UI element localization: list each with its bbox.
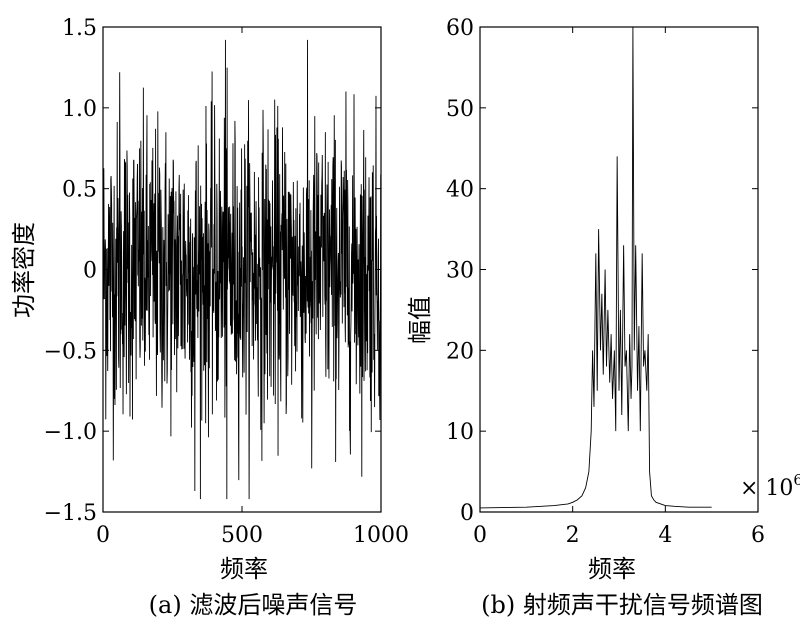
chart-b: 0 2 4 6 60 50 40 30 20 10 0 × 106 频率 幅值 (b) 射频声干扰信…	[406, 16, 800, 619]
chart-b-ylabel: 幅值	[406, 296, 434, 344]
chart-b-xtick-label: 6	[751, 523, 765, 548]
chart-b-ytick-label: 0	[460, 501, 474, 526]
chart-a-ytick-label: 1.5	[62, 16, 97, 41]
chart-b-axes-box	[479, 26, 759, 513]
chart-b-ytick-label: 60	[446, 16, 474, 41]
chart-a-xtick-label: 0	[96, 523, 110, 548]
chart-a-ytick-label: −0.5	[44, 339, 97, 364]
chart-b-ytick-label: 20	[446, 339, 474, 364]
chart-b-ytick-label: 40	[446, 178, 474, 203]
chart-a-ytick-label: 0	[83, 259, 97, 284]
chart-b-caption: (b) 射频声干扰信号频谱图	[481, 591, 763, 619]
chart-a-caption: (a) 滤波后噪声信号	[149, 591, 358, 619]
chart-b-ytick-label: 30	[446, 259, 474, 284]
chart-b-xtick-label: 0	[473, 523, 487, 548]
chart-b-ytick-label: 10	[446, 420, 474, 445]
chart-b-ytick-label: 50	[446, 97, 474, 122]
chart-b-xlabel: 频率	[588, 555, 636, 583]
chart-b-spectrum-series	[479, 26, 712, 509]
chart-b-x-multiplier: × 106	[740, 471, 800, 501]
chart-a: 0 500 1000 1.5 1.0 0.5 0 −0.5 −1.0 −1.5 频率 功率密度 (…	[10, 16, 409, 619]
chart-a-ytick-label: −1.0	[44, 420, 97, 445]
chart-b-xtick-label: 2	[566, 523, 580, 548]
chart-a-ytick-label: 0.5	[62, 178, 97, 203]
chart-a-ytick-label: −1.5	[44, 501, 97, 526]
chart-a-noise-series	[102, 39, 382, 500]
chart-a-ytick-label: 1.0	[62, 97, 97, 122]
chart-a-xtick-label: 1000	[353, 523, 409, 548]
chart-a-xlabel: 频率	[220, 555, 268, 583]
chart-a-ylabel: 功率密度	[10, 222, 38, 318]
chart-a-xtick-label: 500	[221, 523, 263, 548]
chart-b-xtick-label: 4	[658, 523, 672, 548]
